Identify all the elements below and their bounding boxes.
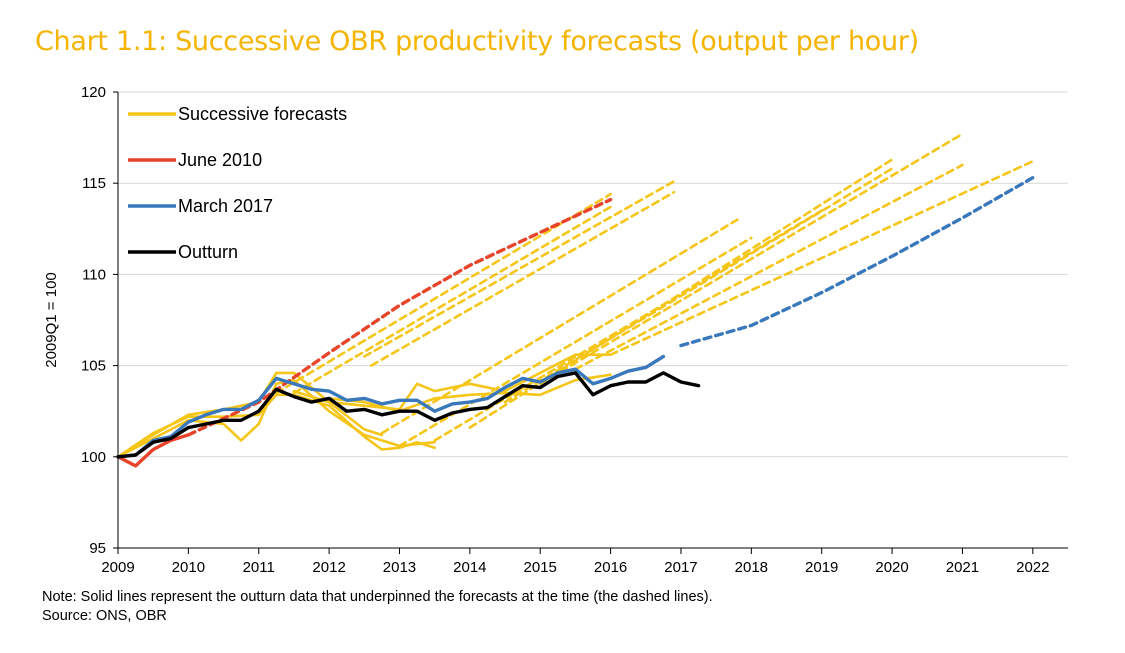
series-line-successive-forecast-2 [292,205,612,395]
series-line-march-2017-forecast [679,176,1035,348]
y-tick-label: 105 [81,358,106,375]
x-tick-label: 2019 [805,559,838,576]
series-line-successive-outturn-vintage-d [292,353,612,411]
legend-label: March 2017 [178,196,273,216]
y-tick-label: 120 [81,84,106,101]
x-tick-label: 2020 [875,559,908,576]
legend-label: June 2010 [178,150,262,170]
legend-label: Outturn [178,242,238,262]
y-tick-labels: 95 100 105 110 115 120 [81,84,118,557]
y-tick-label: 100 [81,449,106,466]
series [116,132,1035,468]
x-tick-label: 2017 [664,559,697,576]
x-tick-label: 2011 [243,559,275,576]
series-line-june-2010 [116,433,191,468]
x-tick-labels: 2009 2010 2011 2012 2013 2014 2015 2016 2017 2018… [101,548,1050,576]
chart-title: Chart 1.1: Successive OBR productivity f… [35,26,919,57]
x-tick-label: 2014 [453,559,486,576]
source-text: Source: ONS, OBR [42,608,167,624]
y-tick-label: 95 [89,540,106,557]
series-line-successive-outturn-vintage-e [327,373,612,413]
x-tick-label: 2009 [101,559,134,576]
series-line-successive-forecast-3 [363,180,676,358]
series-line-successive-forecast-11 [574,163,964,371]
series-line-outturn [116,371,701,459]
x-tick-label: 2015 [524,559,557,576]
series-line-march-2017 [116,354,666,459]
series-line-successive-forecast-12 [609,160,1035,356]
gridlines [118,91,1068,458]
y-tick-label: 115 [82,175,106,192]
series-line-successive-forecast-9 [503,167,894,404]
y-axis-label: 2009Q1 = 100 [43,272,60,368]
legend: Successive forecasts June 2010 March 2017 O… [128,104,347,262]
x-tick-label: 2018 [735,559,768,576]
series-line-successive-forecast-5 [380,218,739,435]
series-line-successive-forecast-4 [370,191,676,367]
x-tick-label: 2016 [594,559,627,576]
x-tick-label: 2013 [383,559,416,576]
legend-label: Successive forecasts [178,104,347,124]
chart-footnote: Note: Solid lines represent the outturn … [42,588,713,626]
y-tick-label: 110 [82,266,106,283]
x-tick-label: 2010 [172,559,205,576]
x-tick-label: 2021 [946,559,979,576]
x-tick-label: 2012 [312,559,345,576]
series-line-successive-forecast-10 [538,132,964,386]
x-tick-label: 2022 [1016,559,1049,576]
axes [117,92,1068,549]
note-text: Note: Solid lines represent the outturn … [42,589,713,605]
